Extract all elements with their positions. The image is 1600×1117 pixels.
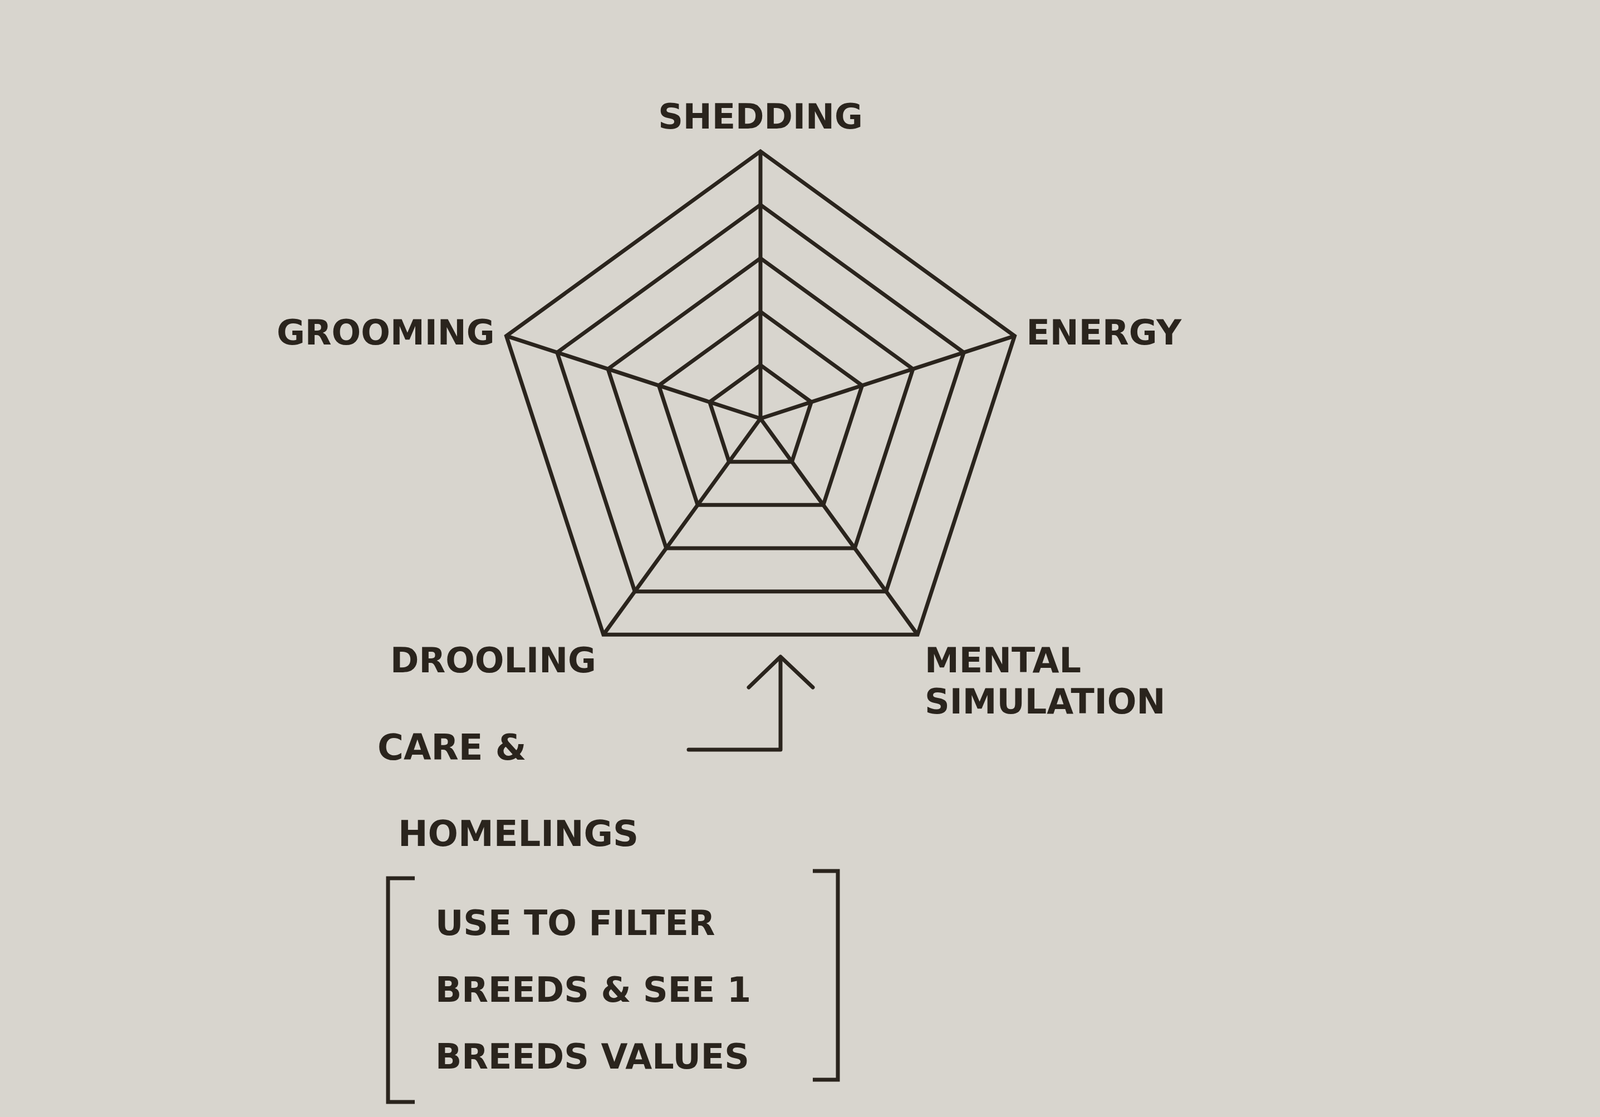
svg-text:GROOMING: GROOMING bbox=[276, 312, 495, 353]
svg-text:BREEDS VALUES: BREEDS VALUES bbox=[435, 1036, 750, 1078]
svg-text:ENERGY: ENERGY bbox=[1026, 312, 1182, 353]
svg-text:DROOLING: DROOLING bbox=[390, 640, 597, 681]
svg-text:BREEDS & SEE 1: BREEDS & SEE 1 bbox=[435, 969, 752, 1011]
svg-text:MENTALSIMULATION: MENTALSIMULATION bbox=[924, 640, 1166, 723]
svg-text:SHEDDING: SHEDDING bbox=[658, 96, 863, 137]
svg-text:HOMELINGS: HOMELINGS bbox=[398, 813, 639, 855]
svg-text:USE TO FILTER: USE TO FILTER bbox=[435, 902, 716, 944]
svg-text:CARE &: CARE & bbox=[377, 727, 527, 769]
